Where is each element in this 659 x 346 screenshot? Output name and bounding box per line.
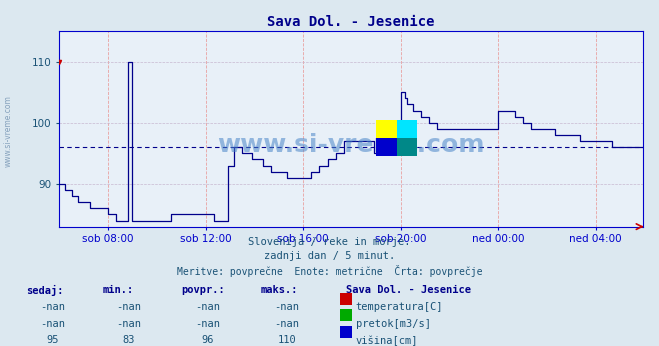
Bar (376, 138, 397, 156)
Bar (376, 120, 397, 138)
Bar (397, 138, 417, 156)
Text: 83: 83 (123, 335, 134, 345)
Text: www.si-vreme.com: www.si-vreme.com (3, 95, 13, 167)
Text: min.:: min.: (102, 285, 133, 295)
Text: -nan: -nan (40, 302, 65, 312)
Text: višina[cm]: višina[cm] (356, 335, 418, 346)
Title: Sava Dol. - Jesenice: Sava Dol. - Jesenice (267, 15, 435, 29)
Text: Meritve: povprečne  Enote: metrične  Črta: povprečje: Meritve: povprečne Enote: metrične Črta:… (177, 265, 482, 277)
Text: pretok[m3/s]: pretok[m3/s] (356, 319, 431, 329)
Text: Slovenija / reke in morje.: Slovenija / reke in morje. (248, 237, 411, 247)
Text: -nan: -nan (116, 319, 141, 329)
Text: sedaj:: sedaj: (26, 285, 64, 297)
Text: -nan: -nan (195, 319, 220, 329)
Text: 96: 96 (202, 335, 214, 345)
Text: -nan: -nan (40, 319, 65, 329)
Text: 110: 110 (277, 335, 296, 345)
Text: www.si-vreme.com: www.si-vreme.com (217, 133, 484, 156)
Text: -nan: -nan (274, 302, 299, 312)
Text: -nan: -nan (195, 302, 220, 312)
Text: -nan: -nan (116, 302, 141, 312)
Text: 95: 95 (47, 335, 59, 345)
Text: -nan: -nan (274, 319, 299, 329)
Text: maks.:: maks.: (260, 285, 298, 295)
Text: zadnji dan / 5 minut.: zadnji dan / 5 minut. (264, 251, 395, 261)
Text: Sava Dol. - Jesenice: Sava Dol. - Jesenice (346, 285, 471, 295)
Text: temperatura[C]: temperatura[C] (356, 302, 444, 312)
Text: povpr.:: povpr.: (181, 285, 225, 295)
Bar (397, 120, 417, 138)
